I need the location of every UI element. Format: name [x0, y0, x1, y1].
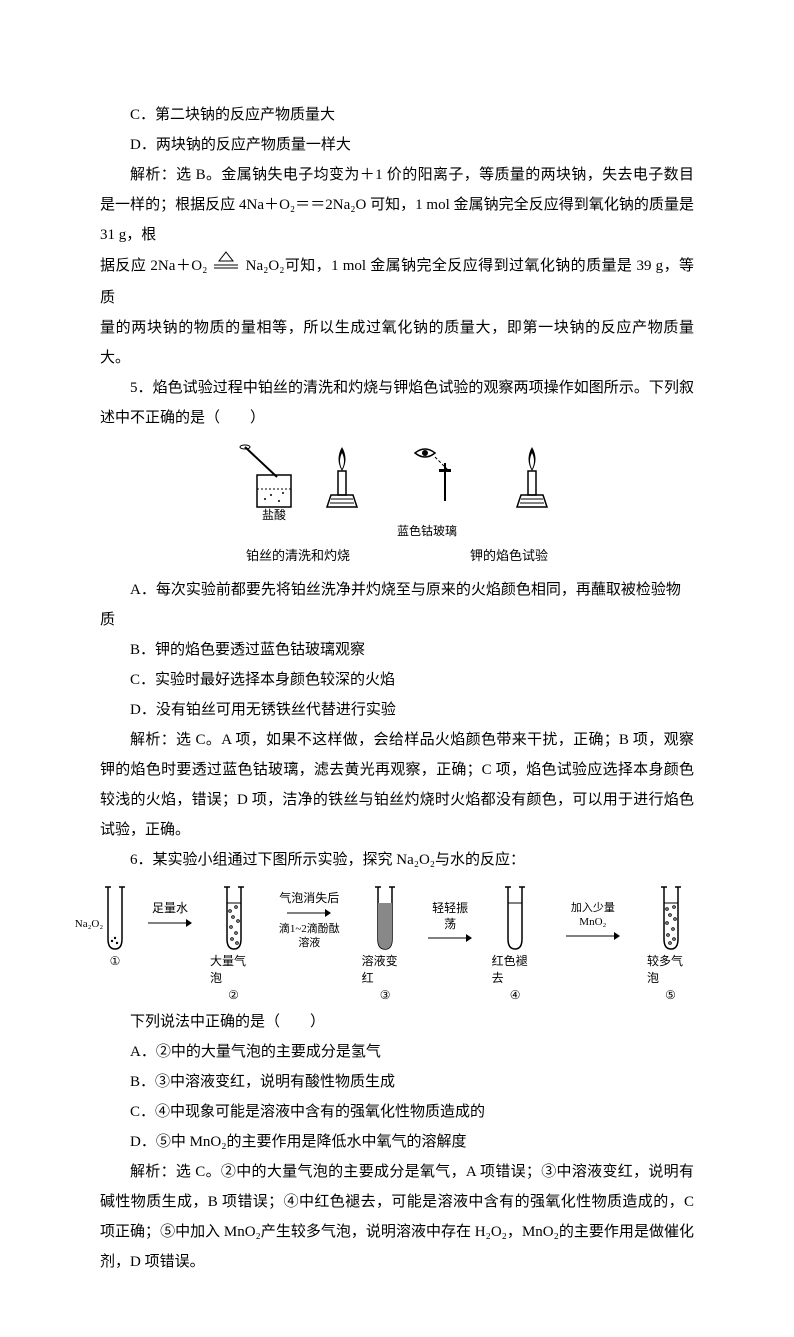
tube-3-num: ③ [380, 987, 391, 1004]
beaker-label: 盐酸 [262, 507, 286, 521]
beaker-icon: 盐酸 [237, 441, 307, 521]
tube-1-num: ① [110, 953, 121, 970]
q5-option-a: A．每次实验前都要先将铂丝洗净并灼烧至与原来的火焰颜色相同，再蘸取被检验物质 [100, 575, 694, 635]
tube-4-label: 红色褪去 [492, 953, 539, 987]
tube-3: 溶液变红 ③ [362, 883, 409, 1003]
arrow-3-top: 轻轻振荡 [427, 901, 474, 932]
option-d: D．两块钠的反应产物质量一样大 [100, 130, 694, 160]
tube-5: 较多气泡 ⑤ [647, 883, 694, 1003]
q5-midlabel: 蓝色钴玻璃 [397, 519, 457, 543]
arrow-1-top: 足量水 [148, 901, 192, 917]
q5-option-c: C．实验时最好选择本身颜色较深的火焰 [100, 665, 694, 695]
tube-5-num: ⑤ [665, 987, 676, 1004]
test-tube-icon [370, 883, 400, 953]
q5-option-b: B．钾的焰色要透过蓝色钴玻璃观察 [100, 635, 694, 665]
q6-option-a: A．②中的大量气泡的主要成分是氢气 [100, 1037, 694, 1067]
q6-option-d: D．⑤中 MnO₂的主要作用是降低水中氧气的溶解度 [100, 1127, 694, 1157]
answer-4-part1: 解析：选 B。金属钠失电子均变为＋1 价的阳离子，等质量的两块钠，失去电子数目是… [100, 160, 694, 250]
arrow-1: 足量水 [148, 883, 192, 932]
eye-glass-icon [407, 441, 467, 521]
q5-caption-right: 钾的焰色试验 [470, 543, 548, 569]
q6-figure: Na₂O₂ ① 足量水 大量气泡 ② 气泡消失后 滴1~2滴酚酞溶液 [100, 883, 694, 1003]
q6-option-b: B．③中溶液变红，说明有酸性物质生成 [100, 1067, 694, 1097]
tube-2-label: 大量气泡 [210, 953, 257, 987]
answer-4-part2a: 据反应 2Na＋O₂ [100, 258, 207, 274]
burner-left-icon [317, 441, 367, 521]
arrow-2: 气泡消失后 滴1~2滴酚酞溶液 [275, 883, 344, 951]
test-tube-icon [219, 883, 249, 953]
arrow-3: 轻轻振荡 [427, 883, 474, 948]
answer-4-part2: 据反应 2Na＋O₂ Na₂O₂可知，1 mol 金属钠完全反应得到过氧化钠的质… [100, 250, 694, 313]
tube-2-num: ② [228, 987, 239, 1004]
arrow-4-top: 加入少量 MnO₂ [557, 901, 629, 930]
q6-substem: 下列说法中正确的是（ ） [100, 1007, 694, 1037]
q5-fig-midlabel-row: x 蓝色钴玻璃 x [100, 519, 694, 543]
tube-4: 红色褪去 ④ [492, 883, 539, 1003]
test-tube-icon [500, 883, 530, 953]
q5-figure-left: 盐酸 [237, 441, 367, 521]
tube-3-label: 溶液变红 [362, 953, 409, 987]
heat-triangle-icon [211, 250, 241, 283]
tube-5-label: 较多气泡 [647, 953, 694, 987]
tube-2: 大量气泡 ② [210, 883, 257, 1003]
arrow-4: 加入少量 MnO₂ [557, 883, 629, 945]
q6-stem: 6．某实验小组通过下图所示实验，探究 Na₂O₂与水的反应： [100, 845, 694, 875]
q5-stem: 5．焰色试验过程中铂丝的清洗和灼烧与钾焰色试验的观察两项操作如图所示。下列叙述中… [100, 373, 694, 433]
burner-right-icon [507, 441, 557, 521]
test-tube-icon [656, 883, 686, 953]
tube-1: Na₂O₂ ① [100, 883, 130, 970]
q5-figure: 盐酸 [100, 441, 694, 521]
answer-6: 解析：选 C。②中的大量气泡的主要成分是氧气，A 项错误；③中溶液变红，说明有碱… [100, 1157, 694, 1277]
tube-4-num: ④ [510, 987, 521, 1004]
option-c: C．第二块钠的反应产物质量大 [100, 100, 694, 130]
arrow-2-top: 气泡消失后 [275, 891, 344, 907]
test-tube-icon [100, 883, 130, 953]
q5-option-d: D．没有铂丝可用无锈铁丝代替进行实验 [100, 695, 694, 725]
q5-captions: 铂丝的清洗和灼烧 钾的焰色试验 [100, 543, 694, 569]
answer-5: 解析：选 C。A 项，如果不这样做，会给样品火焰颜色带来干扰，正确；B 项，观察… [100, 725, 694, 845]
answer-4-part3: 量的两块钠的物质的量相等，所以生成过氧化钠的质量大，即第一块钠的反应产物质量大。 [100, 313, 694, 373]
arrow-2-bot: 滴1~2滴酚酞溶液 [275, 922, 344, 951]
q5-caption-left: 铂丝的清洗和灼烧 [246, 543, 350, 569]
